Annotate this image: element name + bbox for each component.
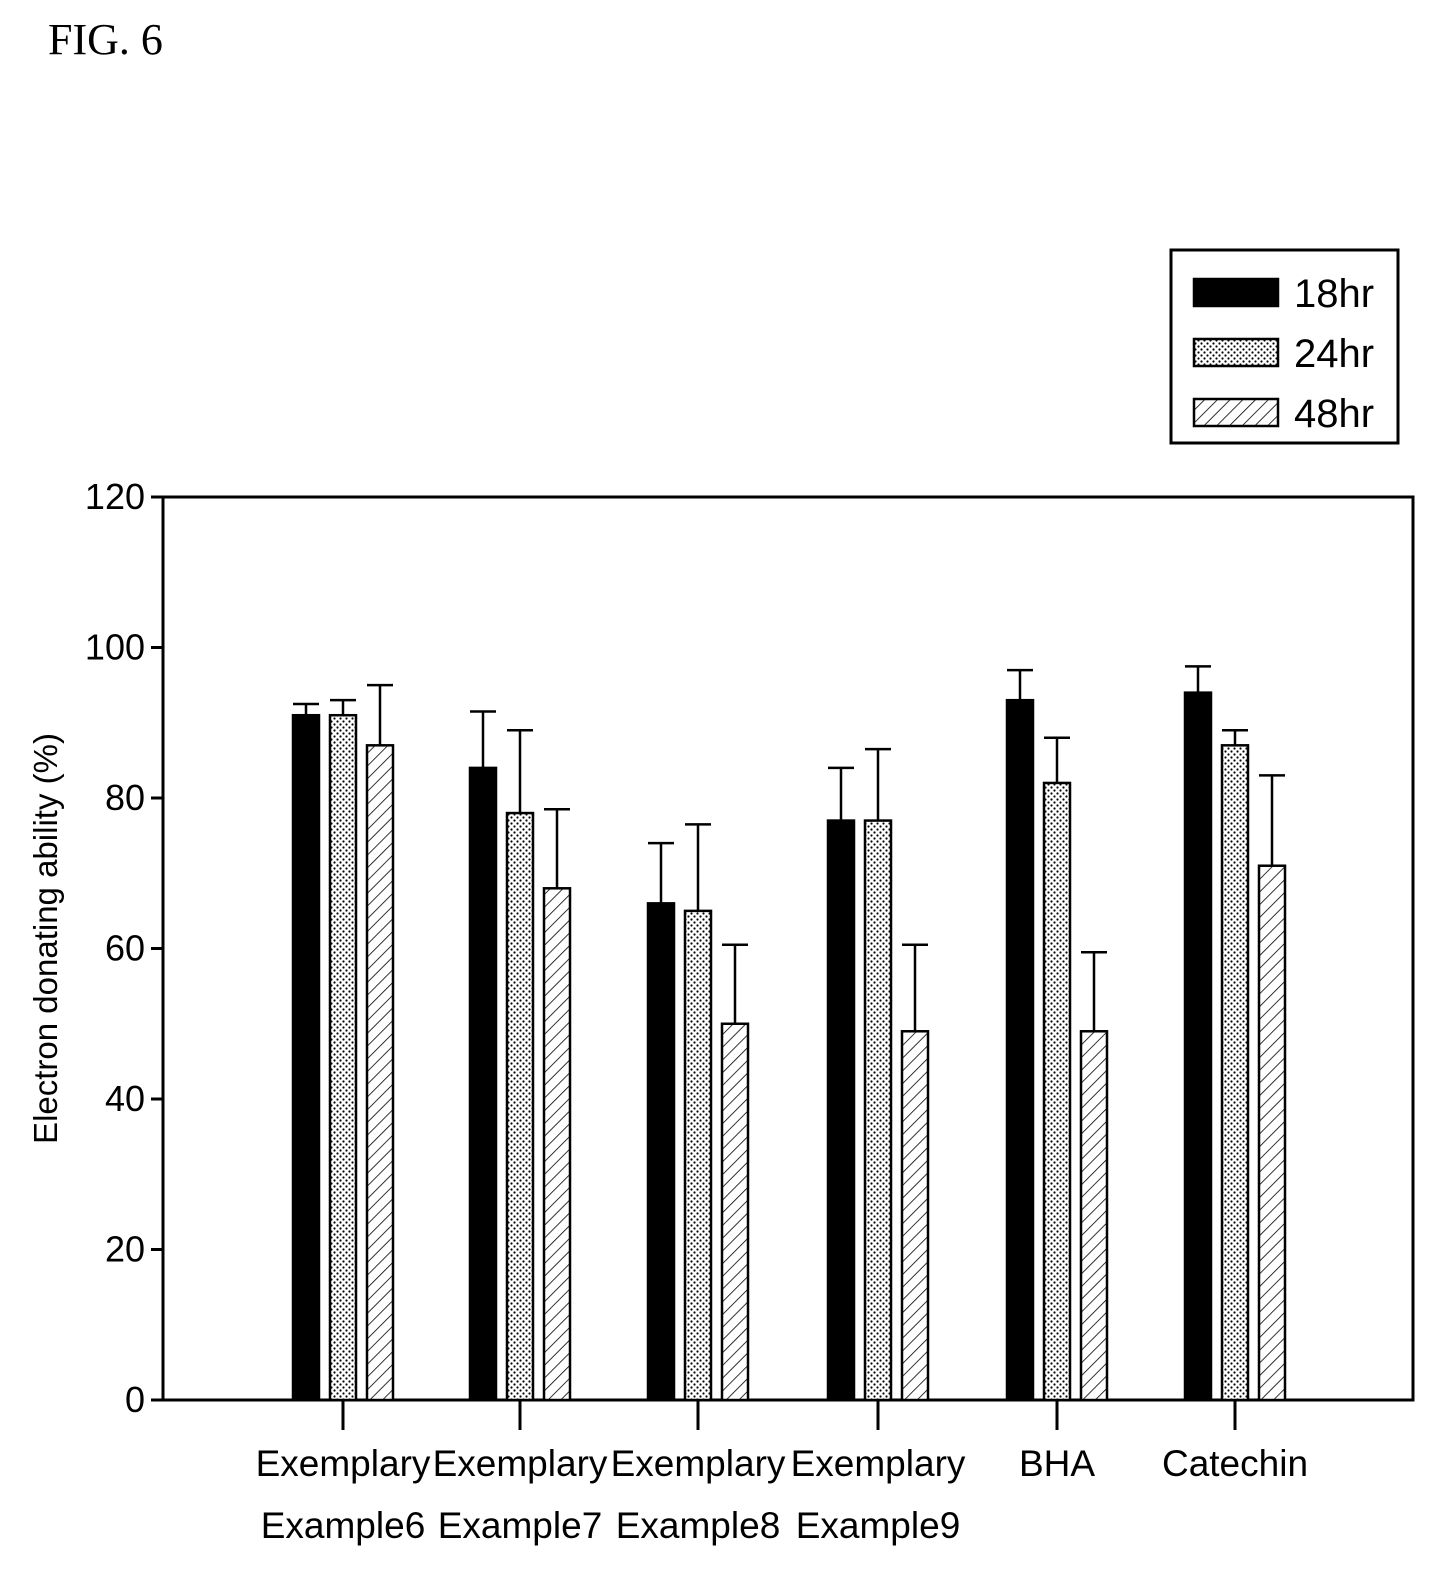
bar <box>900 1030 930 1402</box>
y-axis-title: Electron donating ability (%) <box>27 733 64 1144</box>
y-tick-label: 120 <box>85 476 145 517</box>
y-tick-label: 40 <box>105 1078 145 1119</box>
x-category-label: Catechin <box>1162 1443 1308 1484</box>
y-axis: 0 20 40 60 80 100 120 Electron donating ability… <box>27 476 163 1420</box>
y-tick-label: 100 <box>85 627 145 668</box>
bar <box>1220 744 1250 1402</box>
bar <box>1183 691 1213 1402</box>
bar <box>1042 781 1072 1402</box>
x-category-label: Example8 <box>616 1505 781 1546</box>
bar <box>365 744 395 1402</box>
bar <box>863 819 893 1402</box>
bar <box>328 713 358 1402</box>
bar <box>720 1022 750 1402</box>
legend-swatch <box>1192 397 1280 428</box>
legend-swatch <box>1192 337 1280 368</box>
bar <box>683 909 713 1402</box>
legend: 18hr 24hr 48hr <box>1169 248 1400 445</box>
bar <box>542 887 572 1402</box>
y-tick-label: 0 <box>125 1379 145 1420</box>
bar <box>291 713 321 1402</box>
bar <box>1079 1030 1109 1402</box>
x-category-label: Exemplary <box>256 1443 431 1484</box>
legend-label: 18hr <box>1294 272 1374 316</box>
x-axis: ExemplaryExample6ExemplaryExample7Exempl… <box>256 1400 1308 1546</box>
x-category-label: Example9 <box>796 1505 961 1546</box>
x-category-label: Example6 <box>261 1505 426 1546</box>
legend-label: 24hr <box>1294 332 1374 376</box>
y-tick-label: 60 <box>105 928 145 969</box>
x-category-label: Exemplary <box>791 1443 966 1484</box>
bar <box>1005 698 1035 1402</box>
legend-swatch <box>1192 277 1280 308</box>
y-tick-label: 80 <box>105 777 145 818</box>
bar <box>826 819 856 1402</box>
x-category-label: Exemplary <box>611 1443 786 1484</box>
bar <box>468 766 498 1402</box>
bar <box>646 902 676 1402</box>
figure-label: FIG. 6 <box>48 15 163 64</box>
x-category-label: Exemplary <box>433 1443 608 1484</box>
x-category-label: Example7 <box>438 1505 603 1546</box>
x-category-label: BHA <box>1019 1443 1095 1484</box>
bar <box>505 811 535 1402</box>
bar <box>1257 864 1287 1402</box>
legend-label: 48hr <box>1294 392 1374 436</box>
y-tick-label: 20 <box>105 1229 145 1270</box>
bars <box>291 665 1287 1402</box>
